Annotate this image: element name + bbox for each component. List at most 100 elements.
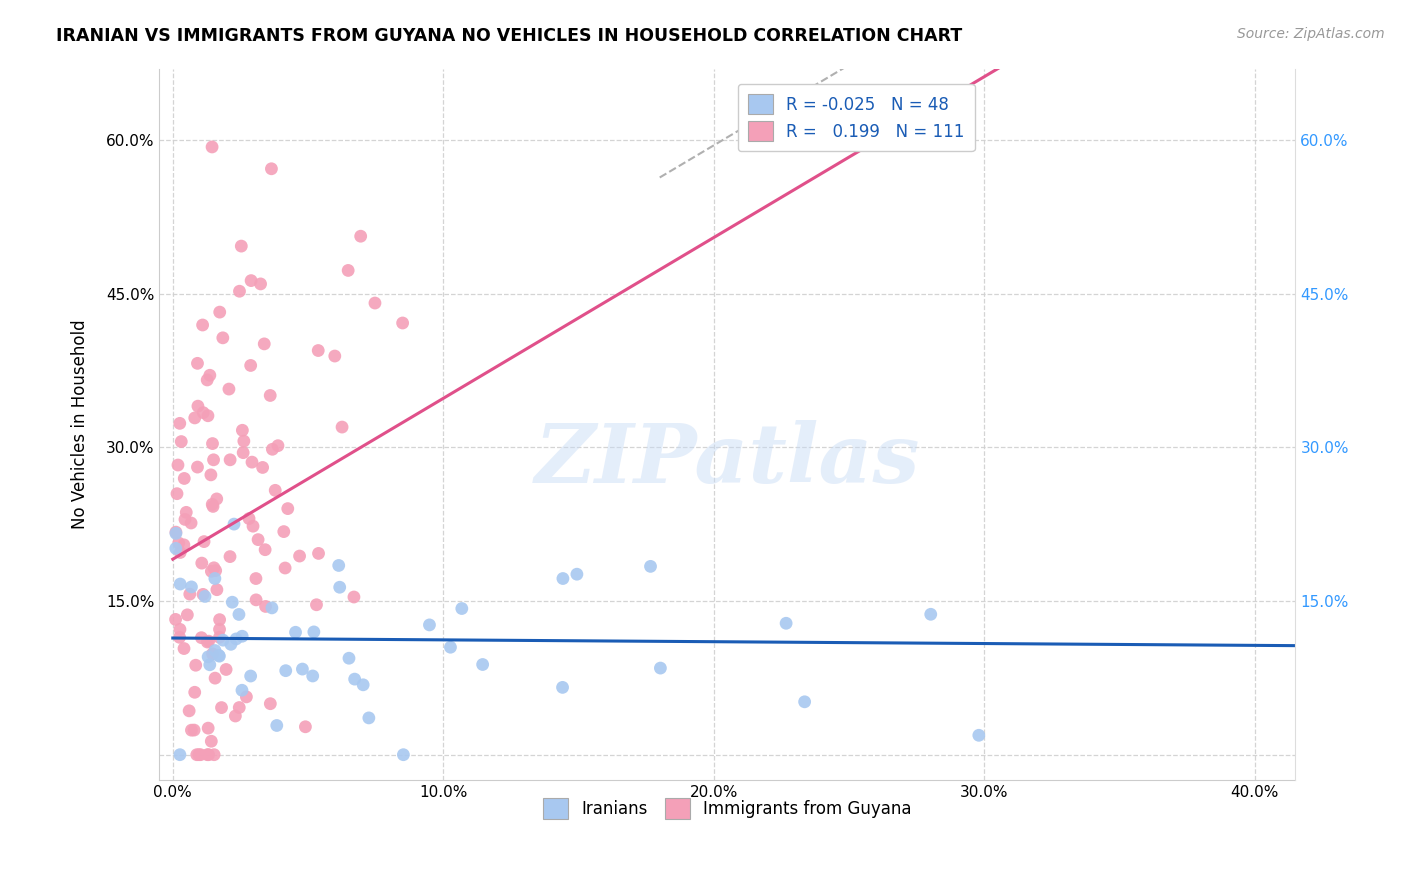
Point (197, 409, 219, 423)
Point (208, 649, 231, 664)
Point (201, 140, 224, 154)
Point (197, 721, 219, 735)
Point (288, 549, 311, 563)
Point (260, 600, 283, 615)
Point (212, 633, 235, 648)
Point (183, 685, 205, 699)
Point (208, 305, 231, 319)
Point (350, 229, 373, 244)
Point (221, 595, 243, 609)
Point (169, 623, 191, 637)
Point (231, 683, 253, 698)
Point (308, 546, 330, 560)
Point (201, 436, 224, 450)
Point (173, 641, 195, 656)
Point (202, 747, 225, 762)
Point (166, 486, 188, 500)
Point (239, 359, 262, 373)
Point (200, 734, 222, 748)
Point (240, 455, 263, 469)
Point (245, 572, 267, 586)
Point (167, 536, 190, 550)
Point (200, 467, 222, 482)
Point (240, 274, 263, 288)
Point (198, 657, 221, 672)
Point (225, 632, 247, 646)
Point (186, 747, 208, 762)
Point (204, 564, 226, 578)
Point (253, 337, 276, 351)
Point (228, 284, 250, 298)
Point (191, 318, 214, 332)
Point (219, 452, 242, 467)
Point (301, 669, 323, 683)
Point (439, 640, 461, 655)
Point (211, 331, 233, 345)
Point (184, 658, 207, 673)
Point (165, 525, 187, 540)
Point (302, 624, 325, 639)
Point (307, 343, 329, 358)
Point (231, 239, 253, 253)
Point (254, 542, 277, 557)
Point (200, 564, 222, 578)
Point (169, 545, 191, 559)
Point (238, 511, 260, 525)
Point (197, 649, 219, 664)
Point (232, 434, 254, 449)
Point (249, 277, 271, 291)
Point (194, 590, 217, 604)
Point (418, 618, 440, 632)
Point (337, 263, 360, 277)
Point (219, 637, 242, 651)
Point (274, 561, 297, 575)
Point (392, 747, 415, 762)
Point (274, 664, 297, 678)
Point (204, 643, 226, 657)
Point (198, 368, 221, 383)
Point (551, 572, 574, 586)
Point (183, 723, 205, 737)
Point (343, 590, 366, 604)
Point (224, 709, 246, 723)
Point (165, 612, 187, 626)
Point (180, 580, 202, 594)
Point (169, 747, 191, 762)
Point (201, 497, 224, 511)
Point (191, 587, 214, 601)
Point (254, 599, 277, 614)
Point (277, 501, 299, 516)
Point (775, 616, 797, 631)
Point (343, 672, 366, 686)
Point (180, 723, 202, 738)
Point (215, 663, 238, 677)
Point (173, 471, 195, 485)
Point (259, 697, 281, 711)
Point (228, 700, 250, 714)
Point (551, 681, 574, 695)
Point (180, 516, 202, 530)
Point (195, 373, 218, 387)
Point (920, 607, 942, 622)
Point (471, 657, 494, 672)
Point (330, 420, 353, 434)
Point (165, 541, 187, 556)
Point (208, 630, 231, 644)
Point (364, 296, 387, 310)
Point (239, 669, 262, 683)
Point (284, 625, 307, 640)
Point (260, 161, 283, 176)
Point (201, 647, 224, 661)
Point (245, 592, 267, 607)
Point (208, 613, 231, 627)
Point (169, 417, 191, 431)
Point (187, 399, 209, 413)
Point (165, 526, 187, 541)
Point (208, 623, 231, 637)
Legend: Iranians, Immigrants from Guyana: Iranians, Immigrants from Guyana (537, 792, 918, 825)
Point (186, 460, 208, 475)
Point (187, 747, 209, 762)
Point (190, 631, 212, 645)
Point (218, 382, 240, 396)
Point (391, 316, 413, 330)
